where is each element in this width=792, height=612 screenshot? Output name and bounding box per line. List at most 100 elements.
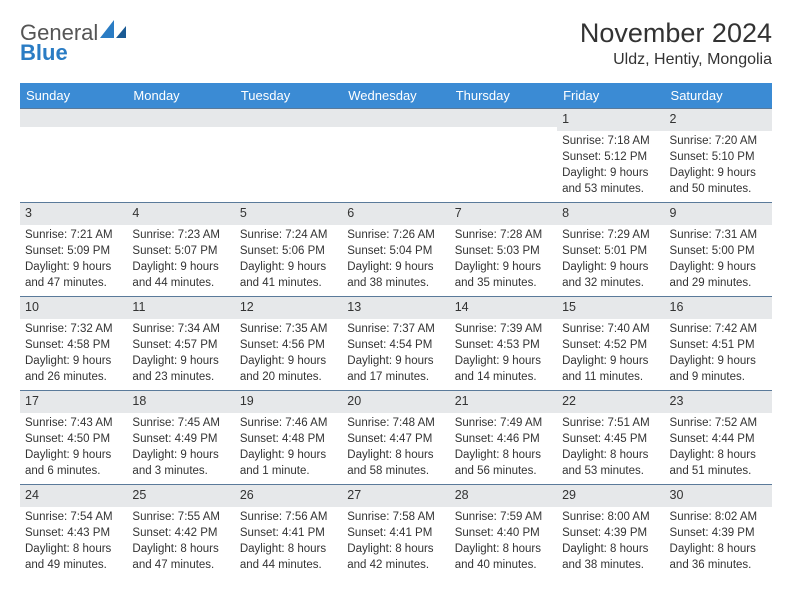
day-number [342, 108, 449, 127]
day-details: Sunrise: 7:58 AMSunset: 4:41 PMDaylight:… [342, 507, 449, 575]
day-sunrise: Sunrise: 7:37 AM [347, 321, 444, 337]
day-header: Friday [557, 83, 664, 108]
day-sunrise: Sunrise: 7:58 AM [347, 509, 444, 525]
day-number: 3 [20, 202, 127, 225]
day-details: Sunrise: 7:56 AMSunset: 4:41 PMDaylight:… [235, 507, 342, 575]
day-number: 16 [665, 296, 772, 319]
day-sunrise: Sunrise: 7:31 AM [670, 227, 767, 243]
day-sunrise: Sunrise: 7:51 AM [562, 415, 659, 431]
day-details: Sunrise: 8:02 AMSunset: 4:39 PMDaylight:… [665, 507, 772, 575]
day-number: 30 [665, 484, 772, 507]
calendar-day: 18Sunrise: 7:45 AMSunset: 4:49 PMDayligh… [127, 390, 234, 484]
day-sunset: Sunset: 4:56 PM [240, 337, 337, 353]
calendar-day: 7Sunrise: 7:28 AMSunset: 5:03 PMDaylight… [450, 202, 557, 296]
day-number: 24 [20, 484, 127, 507]
day-sunrise: Sunrise: 8:02 AM [670, 509, 767, 525]
calendar-day [450, 108, 557, 202]
calendar-week: 1Sunrise: 7:18 AMSunset: 5:12 PMDaylight… [20, 108, 772, 202]
day-sunset: Sunset: 4:46 PM [455, 431, 552, 447]
calendar-day: 14Sunrise: 7:39 AMSunset: 4:53 PMDayligh… [450, 296, 557, 390]
day-sunset: Sunset: 5:03 PM [455, 243, 552, 259]
day-daylight: Daylight: 9 hours and 1 minute. [240, 447, 337, 479]
day-details: Sunrise: 8:00 AMSunset: 4:39 PMDaylight:… [557, 507, 664, 575]
day-number: 28 [450, 484, 557, 507]
day-number: 2 [665, 108, 772, 131]
day-daylight: Daylight: 8 hours and 47 minutes. [132, 541, 229, 573]
day-sunrise: Sunrise: 7:18 AM [562, 133, 659, 149]
calendar-day: 29Sunrise: 8:00 AMSunset: 4:39 PMDayligh… [557, 484, 664, 578]
day-sunrise: Sunrise: 7:43 AM [25, 415, 122, 431]
calendar-day: 15Sunrise: 7:40 AMSunset: 4:52 PMDayligh… [557, 296, 664, 390]
day-daylight: Daylight: 9 hours and 41 minutes. [240, 259, 337, 291]
day-header: Saturday [665, 83, 772, 108]
day-sunrise: Sunrise: 7:26 AM [347, 227, 444, 243]
day-details: Sunrise: 7:59 AMSunset: 4:40 PMDaylight:… [450, 507, 557, 575]
day-number [20, 108, 127, 127]
day-sunrise: Sunrise: 7:23 AM [132, 227, 229, 243]
day-daylight: Daylight: 9 hours and 47 minutes. [25, 259, 122, 291]
day-sunrise: Sunrise: 7:42 AM [670, 321, 767, 337]
day-sunrise: Sunrise: 7:39 AM [455, 321, 552, 337]
day-sunset: Sunset: 4:39 PM [562, 525, 659, 541]
day-sunset: Sunset: 4:52 PM [562, 337, 659, 353]
day-sunrise: Sunrise: 7:20 AM [670, 133, 767, 149]
calendar-week: 17Sunrise: 7:43 AMSunset: 4:50 PMDayligh… [20, 390, 772, 484]
day-details: Sunrise: 7:20 AMSunset: 5:10 PMDaylight:… [665, 131, 772, 199]
calendar-day: 27Sunrise: 7:58 AMSunset: 4:41 PMDayligh… [342, 484, 449, 578]
day-daylight: Daylight: 8 hours and 38 minutes. [562, 541, 659, 573]
day-sunrise: Sunrise: 7:24 AM [240, 227, 337, 243]
location: Uldz, Hentiy, Mongolia [580, 51, 772, 69]
day-daylight: Daylight: 8 hours and 40 minutes. [455, 541, 552, 573]
calendar-day: 26Sunrise: 7:56 AMSunset: 4:41 PMDayligh… [235, 484, 342, 578]
day-sunrise: Sunrise: 7:40 AM [562, 321, 659, 337]
day-sunset: Sunset: 4:41 PM [240, 525, 337, 541]
day-sunset: Sunset: 4:58 PM [25, 337, 122, 353]
day-header: Wednesday [342, 83, 449, 108]
day-daylight: Daylight: 9 hours and 29 minutes. [670, 259, 767, 291]
day-daylight: Daylight: 9 hours and 38 minutes. [347, 259, 444, 291]
day-header: Thursday [450, 83, 557, 108]
day-details: Sunrise: 7:28 AMSunset: 5:03 PMDaylight:… [450, 225, 557, 293]
day-daylight: Daylight: 9 hours and 9 minutes. [670, 353, 767, 385]
day-details: Sunrise: 7:49 AMSunset: 4:46 PMDaylight:… [450, 413, 557, 481]
calendar-day: 25Sunrise: 7:55 AMSunset: 4:42 PMDayligh… [127, 484, 234, 578]
calendar-day: 22Sunrise: 7:51 AMSunset: 4:45 PMDayligh… [557, 390, 664, 484]
day-daylight: Daylight: 8 hours and 49 minutes. [25, 541, 122, 573]
day-daylight: Daylight: 9 hours and 32 minutes. [562, 259, 659, 291]
day-number: 15 [557, 296, 664, 319]
day-daylight: Daylight: 8 hours and 58 minutes. [347, 447, 444, 479]
day-number [450, 108, 557, 127]
calendar-day: 19Sunrise: 7:46 AMSunset: 4:48 PMDayligh… [235, 390, 342, 484]
logo-sail-icon [98, 20, 130, 45]
day-details: Sunrise: 7:26 AMSunset: 5:04 PMDaylight:… [342, 225, 449, 293]
logo-text: General Blue [20, 18, 130, 63]
day-daylight: Daylight: 8 hours and 53 minutes. [562, 447, 659, 479]
day-daylight: Daylight: 9 hours and 3 minutes. [132, 447, 229, 479]
day-sunrise: Sunrise: 7:34 AM [132, 321, 229, 337]
calendar-day: 24Sunrise: 7:54 AMSunset: 4:43 PMDayligh… [20, 484, 127, 578]
day-daylight: Daylight: 9 hours and 14 minutes. [455, 353, 552, 385]
calendar-day [235, 108, 342, 202]
day-sunset: Sunset: 4:53 PM [455, 337, 552, 353]
day-sunrise: Sunrise: 8:00 AM [562, 509, 659, 525]
day-sunset: Sunset: 4:44 PM [670, 431, 767, 447]
day-number: 20 [342, 390, 449, 413]
day-daylight: Daylight: 9 hours and 44 minutes. [132, 259, 229, 291]
day-daylight: Daylight: 8 hours and 44 minutes. [240, 541, 337, 573]
day-details: Sunrise: 7:21 AMSunset: 5:09 PMDaylight:… [20, 225, 127, 293]
calendar-day: 12Sunrise: 7:35 AMSunset: 4:56 PMDayligh… [235, 296, 342, 390]
calendar-week: 10Sunrise: 7:32 AMSunset: 4:58 PMDayligh… [20, 296, 772, 390]
day-sunrise: Sunrise: 7:52 AM [670, 415, 767, 431]
day-sunset: Sunset: 5:00 PM [670, 243, 767, 259]
day-number: 27 [342, 484, 449, 507]
day-sunset: Sunset: 4:49 PM [132, 431, 229, 447]
day-sunrise: Sunrise: 7:21 AM [25, 227, 122, 243]
calendar-day: 30Sunrise: 8:02 AMSunset: 4:39 PMDayligh… [665, 484, 772, 578]
day-number: 10 [20, 296, 127, 319]
day-details: Sunrise: 7:55 AMSunset: 4:42 PMDaylight:… [127, 507, 234, 575]
day-daylight: Daylight: 9 hours and 20 minutes. [240, 353, 337, 385]
day-number: 17 [20, 390, 127, 413]
day-sunrise: Sunrise: 7:49 AM [455, 415, 552, 431]
day-details: Sunrise: 7:24 AMSunset: 5:06 PMDaylight:… [235, 225, 342, 293]
day-sunrise: Sunrise: 7:35 AM [240, 321, 337, 337]
